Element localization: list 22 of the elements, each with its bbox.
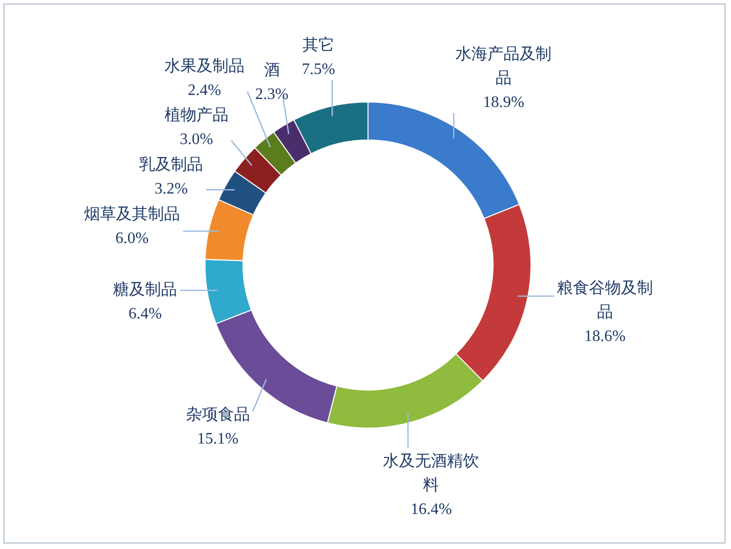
data-label: 2.3%	[255, 86, 288, 104]
slice-label: 粮食谷物及制品	[556, 279, 653, 322]
data-label: 2.4%	[188, 82, 222, 100]
slice-label: 水果及制品	[164, 57, 244, 76]
slice-label: 烟草及其制品	[84, 204, 180, 223]
data-label: 3.2%	[154, 180, 188, 198]
data-label: 18.9%	[482, 94, 524, 112]
slice-label: 水海产品及制品	[456, 45, 552, 88]
data-label: 16.4%	[410, 501, 452, 518]
slice-label: 酒	[264, 61, 280, 80]
data-label: 7.5%	[302, 60, 336, 78]
slice-label: 植物产品	[164, 106, 228, 124]
slice-label: 水及无酒精饮料	[383, 452, 480, 494]
data-label: 6.0%	[115, 230, 149, 247]
slice-label: 杂项食品	[186, 406, 250, 424]
data-label: 3.0%	[180, 131, 214, 148]
slice-label: 乳及制品	[139, 155, 204, 174]
slice-label: 糖及制品	[113, 280, 178, 299]
data-label: 6.4%	[128, 306, 162, 323]
data-label: 18.6%	[584, 328, 626, 346]
data-label: 15.1%	[197, 430, 238, 448]
slice-label: 其它	[302, 36, 334, 54]
